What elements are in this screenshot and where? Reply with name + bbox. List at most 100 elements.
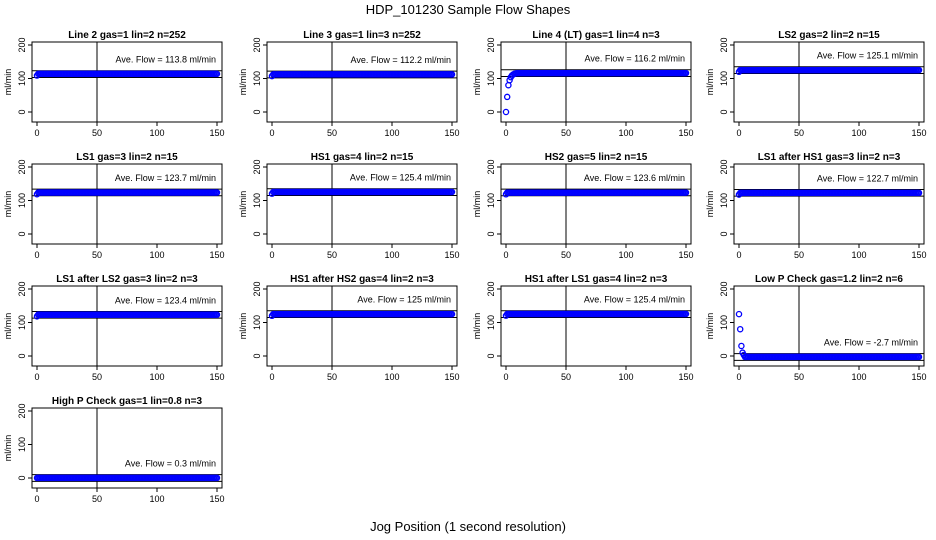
y-axis-label: ml/min [238,191,248,218]
panel-title: HS1 after LS1 gas=4 lin=2 n=3 [525,274,668,285]
plot-frame [500,285,692,367]
x-tick-label: 50 [92,372,102,382]
x-tick-label: 150 [678,128,693,138]
x-tick-label: 150 [209,250,224,260]
y-tick-label: 0 [17,353,27,358]
y-axis-label: ml/min [705,69,715,96]
x-tick-label: 0 [269,128,274,138]
y-axis-label: ml/min [3,313,13,340]
data-point [213,189,221,196]
y-tick-label: 0 [486,109,496,114]
plot-frame [733,163,925,245]
plot-frame [733,285,925,367]
panel-4: LS2 gas=2 lin=2 n=15 0 50 100 150 0 100 200 ml/m… [705,30,927,138]
x-tick-label: 100 [384,372,399,382]
y-axis-label: ml/min [238,69,248,96]
x-tick-label: 0 [34,372,39,382]
panel-grid: Line 2 gas=1 lin=2 n=252 0 50 100 150 0 100 200… [3,30,927,504]
average-flow-annotation: Ave. Flow = 125.1 ml/min [817,51,918,61]
y-tick-label: 0 [719,231,729,236]
y-tick-label: 0 [17,109,27,114]
x-tick-label: 150 [678,250,693,260]
x-tick-label: 50 [794,128,804,138]
y-tick-label: 200 [719,37,729,52]
x-tick-label: 100 [851,250,866,260]
x-tick-label: 50 [794,372,804,382]
y-tick-label: 100 [17,71,27,86]
y-tick-label: 200 [486,37,496,52]
average-flow-annotation: Ave. Flow = 122.7 ml/min [817,174,918,184]
y-axis-label: ml/min [3,69,13,96]
average-flow-annotation: Ave. Flow = 116.2 ml/min [585,54,685,64]
data-point [915,353,923,361]
data-point [682,310,690,318]
y-tick-label: 100 [252,71,262,86]
y-tick-label: 100 [17,315,27,330]
y-tick-label: 0 [252,353,262,358]
panel-title: Line 4 (LT) gas=1 lin=4 n=3 [532,30,660,41]
x-tick-label: 150 [911,128,926,138]
y-axis-label: ml/min [705,191,715,218]
average-flow-annotation: Ave. Flow = 125.4 ml/min [584,295,685,305]
panel-6: HS1 gas=4 lin=2 n=15 0 50 100 150 0 100 200 ml/m… [238,152,460,260]
plot-frame [31,163,223,245]
x-tick-label: 0 [736,128,741,138]
panel-title: LS1 after LS2 gas=3 lin=2 n=3 [56,274,198,285]
panel-title: LS1 gas=3 lin=2 n=15 [76,152,178,163]
x-tick-label: 0 [503,250,508,260]
y-tick-label: 0 [252,231,262,236]
x-tick-label: 150 [209,128,224,138]
plot-frame [266,163,458,245]
x-tick-label: 50 [327,128,337,138]
figure-x-axis-label: Jog Position (1 second resolution) [370,519,566,534]
y-tick-label: 100 [252,193,262,208]
data-point [915,189,923,197]
x-tick-label: 150 [911,372,926,382]
average-flow-annotation: Ave. Flow = 113.8 ml/min [116,54,216,64]
y-tick-label: 0 [17,475,27,480]
panel-title: HS1 after HS2 gas=4 lin=2 n=3 [290,274,434,285]
data-point [502,108,510,116]
plot-frame [31,41,223,123]
panel-title: Line 3 gas=1 lin=3 n=252 [303,30,421,41]
x-tick-label: 100 [149,250,164,260]
panel-title: HS1 gas=4 lin=2 n=15 [311,152,414,163]
y-tick-label: 100 [719,315,729,330]
x-tick-label: 100 [384,128,399,138]
panel-9: LS1 after LS2 gas=3 lin=2 n=3 0 50 100 150 0 1… [3,274,225,382]
y-tick-label: 200 [17,37,27,52]
y-tick-label: 100 [486,315,496,330]
y-axis-label: ml/min [705,313,715,340]
x-tick-label: 50 [327,372,337,382]
y-axis-label: ml/min [3,191,13,218]
panel-8: LS1 after HS1 gas=3 lin=2 n=3 0 50 100 150 0 1… [705,152,927,260]
y-axis-label: ml/min [3,435,13,462]
panel-3: Line 4 (LT) gas=1 lin=4 n=3 0 50 100 150 0 100… [472,30,694,138]
data-point [505,81,512,89]
x-tick-label: 0 [34,128,39,138]
panel-title: LS1 after HS1 gas=3 lin=2 n=3 [758,152,901,163]
data-point [213,474,221,482]
x-tick-label: 150 [911,250,926,260]
y-tick-label: 0 [486,231,496,236]
y-tick-label: 200 [17,159,27,174]
y-tick-label: 0 [252,109,262,114]
x-tick-label: 150 [209,494,224,504]
panel-2: Line 3 gas=1 lin=3 n=252 0 50 100 150 0 100 200… [238,30,460,138]
x-tick-label: 0 [34,250,39,260]
y-tick-label: 200 [252,281,262,296]
average-flow-annotation: Ave. Flow = 0.3 ml/min [125,459,216,469]
data-point [915,66,923,74]
panel-title: Line 2 gas=1 lin=2 n=252 [68,30,186,41]
plot-frame [733,41,925,123]
y-tick-label: 100 [17,437,27,452]
x-tick-label: 50 [327,250,337,260]
x-tick-label: 50 [92,250,102,260]
y-tick-label: 0 [719,353,729,358]
x-tick-label: 0 [269,372,274,382]
y-tick-label: 0 [17,231,27,236]
panel-11: HS1 after LS1 gas=4 lin=2 n=3 0 50 100 150 0 1… [472,274,694,382]
x-tick-label: 50 [92,128,102,138]
x-tick-label: 100 [618,372,633,382]
